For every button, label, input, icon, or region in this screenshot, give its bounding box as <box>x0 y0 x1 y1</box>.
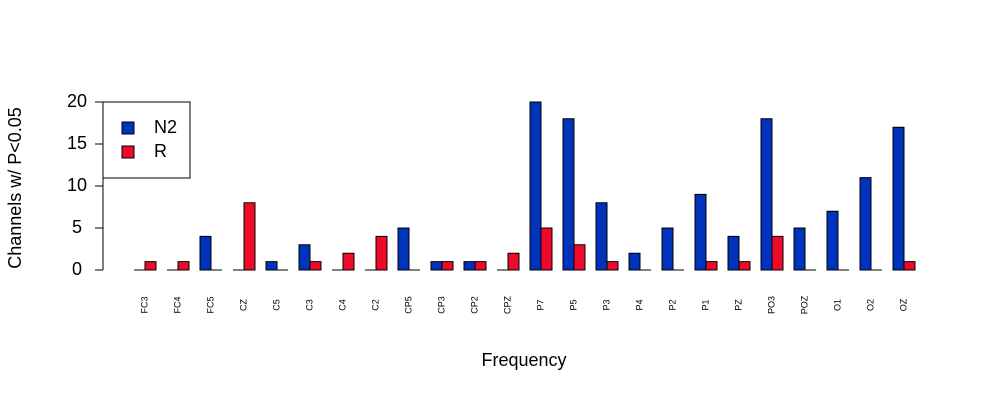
x-tick-label: CP5 <box>403 296 413 314</box>
y-tick-label: 5 <box>72 217 82 237</box>
x-tick-label: FC4 <box>172 296 182 313</box>
bar <box>540 227 553 271</box>
bar <box>144 261 157 271</box>
bar <box>309 261 322 271</box>
y-axis-label: Channels w/ P<0.05 <box>5 107 25 269</box>
bar <box>529 101 542 271</box>
bar <box>606 261 619 271</box>
bar <box>771 235 784 271</box>
legend-swatch <box>121 145 135 159</box>
bar <box>441 261 454 271</box>
bar <box>595 202 608 271</box>
legend-label: N2 <box>154 117 177 137</box>
x-tick-label: CPZ <box>502 295 512 314</box>
bar <box>793 227 806 271</box>
legend-box <box>102 101 191 179</box>
x-tick-label: P1 <box>700 299 710 310</box>
x-tick-label: P2 <box>667 299 677 310</box>
x-tick-label: CP3 <box>436 296 446 314</box>
bar <box>562 118 575 271</box>
x-tick-label: CZ <box>238 299 248 311</box>
x-tick-label: C3 <box>304 299 314 311</box>
x-tick-label: FC5 <box>205 296 215 313</box>
y-tick-label: 20 <box>67 91 87 111</box>
bar <box>826 210 839 271</box>
y-tick-label: 15 <box>67 133 87 153</box>
x-tick-label: POZ <box>799 295 809 314</box>
x-tick-label: C2 <box>370 299 380 311</box>
bar <box>177 261 190 271</box>
bar <box>199 235 212 271</box>
x-tick-label: FC3 <box>139 296 149 313</box>
bar <box>661 227 674 271</box>
bar <box>265 261 278 271</box>
bar <box>859 177 872 271</box>
x-tick-label: OZ <box>898 298 908 311</box>
legend-label: R <box>154 141 167 161</box>
y-tick-label: 10 <box>67 175 87 195</box>
bar <box>507 252 520 271</box>
bar <box>397 227 410 271</box>
bar <box>243 202 256 271</box>
x-tick-label: P4 <box>634 299 644 310</box>
bar <box>892 126 905 271</box>
bar <box>298 244 311 271</box>
bar <box>760 118 773 271</box>
bar <box>573 244 586 271</box>
bar <box>375 235 388 271</box>
bar <box>727 235 740 271</box>
bar <box>342 252 355 271</box>
x-tick-label: P7 <box>535 299 545 310</box>
bar <box>430 261 443 271</box>
bar <box>903 261 916 271</box>
x-tick-label: PZ <box>733 299 743 311</box>
y-tick-label: 0 <box>72 259 82 279</box>
x-tick-label: CP2 <box>469 296 479 314</box>
x-tick-label: PO3 <box>766 296 776 314</box>
x-tick-label: O2 <box>865 299 875 311</box>
bar <box>463 261 476 271</box>
bar <box>694 193 707 271</box>
x-tick-label: C4 <box>337 299 347 311</box>
x-tick-label: P3 <box>601 299 611 310</box>
legend-swatch <box>121 121 135 135</box>
x-tick-label: O1 <box>832 299 842 311</box>
bar <box>705 261 718 271</box>
x-tick-label: P5 <box>568 299 578 310</box>
bar <box>474 261 487 271</box>
x-tick-label: C5 <box>271 299 281 311</box>
x-axis-label: Frequency <box>481 350 566 370</box>
bar <box>628 252 641 271</box>
bar <box>738 261 751 271</box>
